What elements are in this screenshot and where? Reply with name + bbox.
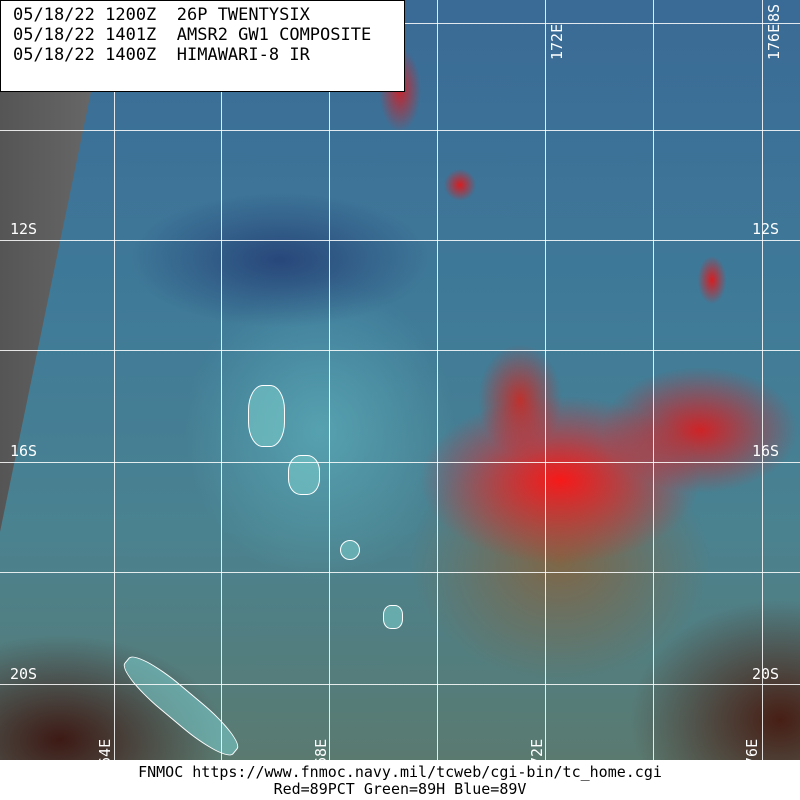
island-coastline bbox=[340, 540, 360, 560]
credit-footer: FNMOC https://www.fnmoc.navy.mil/tcweb/c… bbox=[0, 760, 800, 800]
grid-line bbox=[0, 572, 800, 573]
grid-line bbox=[545, 0, 546, 760]
grid-line bbox=[653, 0, 654, 760]
grid-line bbox=[0, 130, 800, 131]
satellite-imagery: 12S 16S 20S 12S 16S 20S 172E 176E 8S 164… bbox=[0, 0, 800, 760]
image-info-header: 05/18/22 1200Z 26P TWENTYSIX 05/18/22 14… bbox=[0, 0, 405, 92]
island-coastline bbox=[383, 605, 403, 629]
lat-label-right: 12S bbox=[752, 220, 780, 238]
lon-label-top: 8S bbox=[765, 3, 783, 22]
grid-line bbox=[762, 0, 763, 760]
lon-label-top: 176E bbox=[765, 23, 783, 60]
grid-line bbox=[0, 462, 800, 463]
lat-label-left: 16S bbox=[10, 442, 38, 460]
island-coastline bbox=[116, 648, 246, 760]
lon-label-bottom: 164E bbox=[96, 738, 114, 760]
grid-line bbox=[114, 0, 115, 760]
grid-line bbox=[221, 0, 222, 760]
lon-label-bottom: 172E bbox=[528, 738, 546, 760]
island-coastline bbox=[248, 385, 285, 447]
grid-line bbox=[329, 0, 330, 760]
footer-source: FNMOC https://www.fnmoc.navy.mil/tcweb/c… bbox=[138, 763, 662, 781]
ir-background-strip bbox=[0, 0, 110, 532]
lat-label-right: 20S bbox=[752, 665, 780, 683]
lat-label-right: 16S bbox=[752, 442, 780, 460]
lat-label-left: 20S bbox=[10, 665, 38, 683]
grid-line bbox=[437, 0, 438, 760]
grid-line bbox=[0, 240, 800, 241]
lon-label-bottom: 168E bbox=[312, 738, 330, 760]
lon-label-bottom: 176E bbox=[743, 738, 761, 760]
grid-line bbox=[0, 684, 800, 685]
grid-line bbox=[0, 350, 800, 351]
header-line-sensor: 05/18/22 1401Z AMSR2 GW1 COMPOSITE bbox=[13, 25, 372, 45]
header-line-storm: 05/18/22 1200Z 26P TWENTYSIX bbox=[13, 5, 310, 25]
header-line-background: 05/18/22 1400Z HIMAWARI-8 IR bbox=[13, 45, 310, 65]
footer-channel-legend: Red=89PCT Green=89H Blue=89V bbox=[273, 780, 527, 798]
island-coastline bbox=[288, 455, 320, 495]
lat-label-left: 12S bbox=[10, 220, 38, 238]
lon-label-top: 172E bbox=[548, 23, 566, 60]
